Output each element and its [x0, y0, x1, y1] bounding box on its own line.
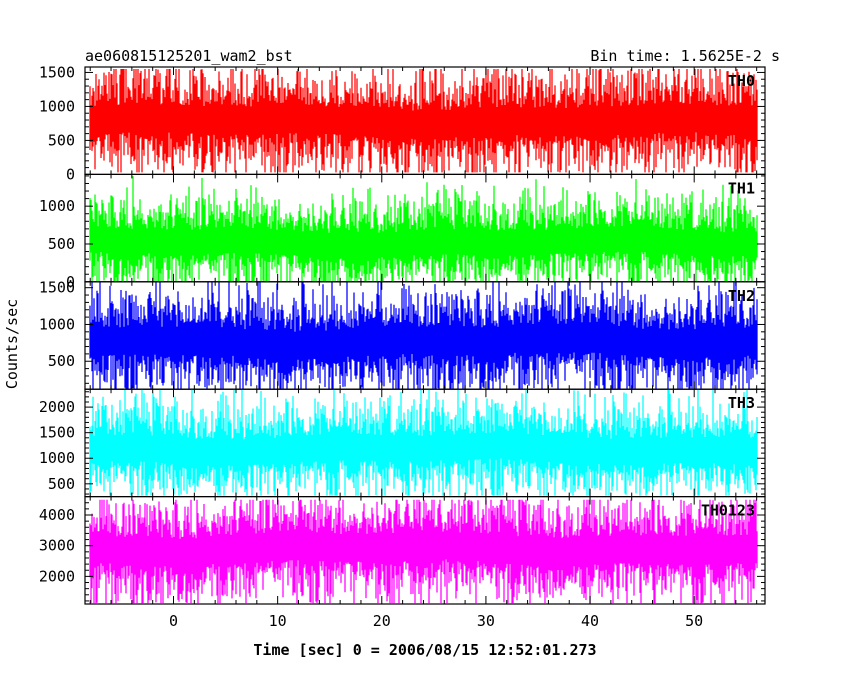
series-label: TH1	[728, 179, 755, 197]
x-axis-label: Time [sec] 0 = 2006/08/15 12:52:01.273	[253, 641, 596, 659]
y-tick-label: 2000	[39, 398, 75, 416]
panel-th1: 0 500 1000 TH1	[39, 173, 766, 291]
y-axis-label: Counts/sec	[3, 299, 21, 389]
y-tick-label: 0	[66, 273, 75, 291]
y-tick-label: 1000	[39, 315, 75, 333]
series-label: TH0	[728, 72, 755, 90]
x-tick-label: 50	[685, 612, 703, 630]
series-th0	[89, 69, 758, 173]
series-label: TH2	[728, 287, 755, 305]
y-tick-label: 1000	[39, 449, 75, 467]
series-th0123	[89, 499, 758, 604]
series-label: TH0123	[701, 502, 755, 520]
series-th1	[89, 176, 758, 281]
y-tick-label: 500	[48, 475, 75, 493]
y-tick-label: 1500	[39, 279, 75, 297]
series-label: TH3	[728, 394, 755, 412]
y-tick-label: 1000	[39, 97, 75, 115]
header-left-title: ae060815125201_wam2_bst	[85, 47, 293, 65]
panel-th0: 0 500 1000 1500 TH0	[39, 63, 766, 183]
y-tick-label: 2000	[39, 567, 75, 585]
x-tick-label: 20	[373, 612, 391, 630]
y-tick-label: 500	[48, 352, 75, 370]
y-tick-label: 4000	[39, 506, 75, 524]
y-tick-label: 500	[48, 235, 75, 253]
x-tick-label: 0	[169, 612, 178, 630]
y-tick-label: 1500	[39, 63, 75, 81]
y-tick-label: 1500	[39, 424, 75, 442]
x-tick-label: 30	[477, 612, 495, 630]
series-th2	[89, 281, 758, 389]
header-bin-time: Bin time: 1.5625E-2 s	[590, 47, 780, 65]
panel-frame-5	[84, 496, 766, 605]
y-tick-label: 3000	[39, 537, 75, 555]
y-tick-label: 1000	[39, 197, 75, 215]
x-tick-label: 40	[581, 612, 599, 630]
panel-th3: 500 1000 1500 2000 TH3	[39, 388, 766, 498]
y-tick-label: 500	[48, 131, 75, 149]
panel-th0123: 2000 3000 4000 TH0123	[39, 496, 766, 605]
x-tick-label: 10	[269, 612, 287, 630]
series-th3	[89, 389, 758, 496]
panel-th2: 500 1000 1500 TH2	[39, 279, 766, 390]
y-tick-label: 0	[66, 165, 75, 183]
